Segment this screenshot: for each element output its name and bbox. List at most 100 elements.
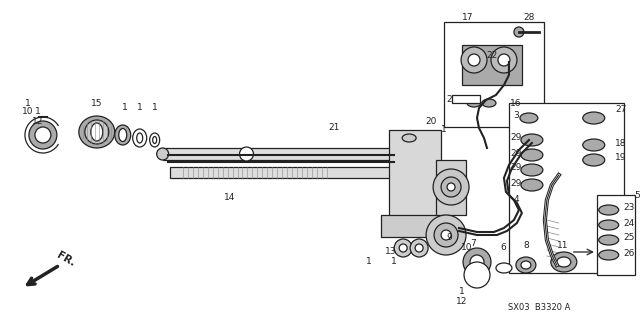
Text: 2: 2 xyxy=(446,95,452,105)
Bar xyxy=(444,22,544,127)
Circle shape xyxy=(470,255,484,269)
Text: 28: 28 xyxy=(524,13,534,23)
Ellipse shape xyxy=(521,149,543,161)
Circle shape xyxy=(399,244,407,252)
Text: 1: 1 xyxy=(366,257,372,266)
Text: FR.: FR. xyxy=(55,250,77,268)
Text: SX03  B3320 A: SX03 B3320 A xyxy=(508,303,570,313)
Ellipse shape xyxy=(119,129,127,142)
Circle shape xyxy=(35,127,51,143)
Text: 4: 4 xyxy=(513,196,519,204)
Ellipse shape xyxy=(583,112,605,124)
Text: 26: 26 xyxy=(623,249,634,257)
Text: 14: 14 xyxy=(224,194,236,203)
Bar xyxy=(596,195,635,275)
Ellipse shape xyxy=(79,116,115,148)
Ellipse shape xyxy=(599,250,619,260)
Text: 15: 15 xyxy=(91,99,102,108)
Ellipse shape xyxy=(467,99,481,107)
Ellipse shape xyxy=(516,257,536,273)
Text: 16: 16 xyxy=(510,100,522,108)
Ellipse shape xyxy=(521,179,543,191)
Circle shape xyxy=(468,54,480,66)
Text: 27: 27 xyxy=(615,106,627,115)
Ellipse shape xyxy=(402,134,416,142)
Text: 6: 6 xyxy=(500,243,506,253)
Text: 1: 1 xyxy=(25,99,31,108)
Circle shape xyxy=(415,244,423,252)
Circle shape xyxy=(463,248,491,276)
Ellipse shape xyxy=(521,134,543,146)
Circle shape xyxy=(441,230,451,240)
Circle shape xyxy=(239,147,253,161)
Text: 7: 7 xyxy=(470,239,476,248)
Circle shape xyxy=(464,262,490,288)
Ellipse shape xyxy=(115,125,131,145)
Text: 22: 22 xyxy=(486,51,498,61)
Text: 25: 25 xyxy=(623,234,634,242)
Circle shape xyxy=(514,27,524,37)
Text: 17: 17 xyxy=(462,13,474,23)
Circle shape xyxy=(433,169,469,205)
Circle shape xyxy=(426,215,466,255)
Text: 21: 21 xyxy=(328,122,340,131)
Ellipse shape xyxy=(583,139,605,151)
Ellipse shape xyxy=(132,129,147,147)
Ellipse shape xyxy=(583,154,605,166)
Circle shape xyxy=(441,177,461,197)
Text: 1: 1 xyxy=(391,257,397,266)
Text: 10: 10 xyxy=(461,243,473,253)
Ellipse shape xyxy=(520,113,538,123)
Text: 12: 12 xyxy=(32,116,44,125)
Text: 5: 5 xyxy=(634,190,639,199)
Text: 29: 29 xyxy=(510,179,522,188)
Text: 20: 20 xyxy=(426,117,436,127)
Ellipse shape xyxy=(551,252,577,272)
Ellipse shape xyxy=(85,120,109,144)
Text: 1: 1 xyxy=(152,103,157,113)
Ellipse shape xyxy=(482,99,496,107)
Bar xyxy=(389,130,441,230)
Ellipse shape xyxy=(599,235,619,245)
Ellipse shape xyxy=(157,148,169,160)
Text: 3: 3 xyxy=(513,112,519,121)
Bar xyxy=(170,167,394,178)
Circle shape xyxy=(394,239,412,257)
Ellipse shape xyxy=(137,133,143,143)
Text: 8: 8 xyxy=(523,241,529,249)
Text: 1: 1 xyxy=(137,103,143,113)
Text: 13: 13 xyxy=(385,248,397,256)
Ellipse shape xyxy=(521,261,531,269)
Text: 1: 1 xyxy=(459,287,465,296)
Bar xyxy=(452,95,480,103)
Text: 9: 9 xyxy=(446,233,452,241)
Text: 1: 1 xyxy=(441,125,447,135)
Bar xyxy=(163,148,394,160)
Ellipse shape xyxy=(91,123,103,141)
Ellipse shape xyxy=(496,263,512,273)
Text: 19: 19 xyxy=(615,153,627,162)
Circle shape xyxy=(491,47,517,73)
Bar xyxy=(462,45,522,85)
Bar xyxy=(436,160,466,215)
Text: 29: 29 xyxy=(510,133,522,143)
Text: 18: 18 xyxy=(615,138,627,147)
Ellipse shape xyxy=(153,137,157,144)
Text: 24: 24 xyxy=(623,219,634,227)
Text: 23: 23 xyxy=(623,204,634,212)
Text: 1: 1 xyxy=(35,108,41,116)
Circle shape xyxy=(434,223,458,247)
Ellipse shape xyxy=(521,164,543,176)
Text: 12: 12 xyxy=(456,296,468,306)
Text: 11: 11 xyxy=(557,241,568,249)
Text: 29: 29 xyxy=(510,149,522,158)
Text: 1: 1 xyxy=(122,103,127,113)
Ellipse shape xyxy=(557,257,571,267)
Ellipse shape xyxy=(599,205,619,215)
Circle shape xyxy=(498,54,510,66)
Ellipse shape xyxy=(599,220,619,230)
Circle shape xyxy=(410,239,428,257)
Text: 10: 10 xyxy=(22,108,34,116)
Text: 29: 29 xyxy=(510,164,522,173)
Circle shape xyxy=(447,183,455,191)
